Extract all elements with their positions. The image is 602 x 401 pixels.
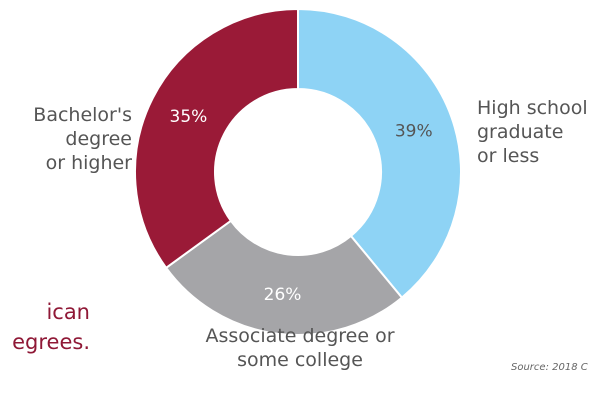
slice-value-label-associate: 26% — [264, 285, 302, 305]
callout-text: ican egrees. — [12, 300, 90, 354]
donut-slice-bachelors — [134, 7, 299, 270]
donut-slice-high-school — [297, 7, 462, 300]
slice-value-label-bachelors: 35% — [170, 107, 208, 127]
source-note: Source: 2018 C — [511, 362, 588, 373]
category-label-bachelors: Bachelor's degree or higher — [33, 104, 132, 174]
category-label-associate: Associate degree or some college — [205, 325, 395, 371]
slice-value-label-high-school: 39% — [395, 121, 433, 141]
category-label-high-school: High school graduate or less — [477, 97, 588, 167]
donut-slice-associate — [164, 219, 404, 336]
